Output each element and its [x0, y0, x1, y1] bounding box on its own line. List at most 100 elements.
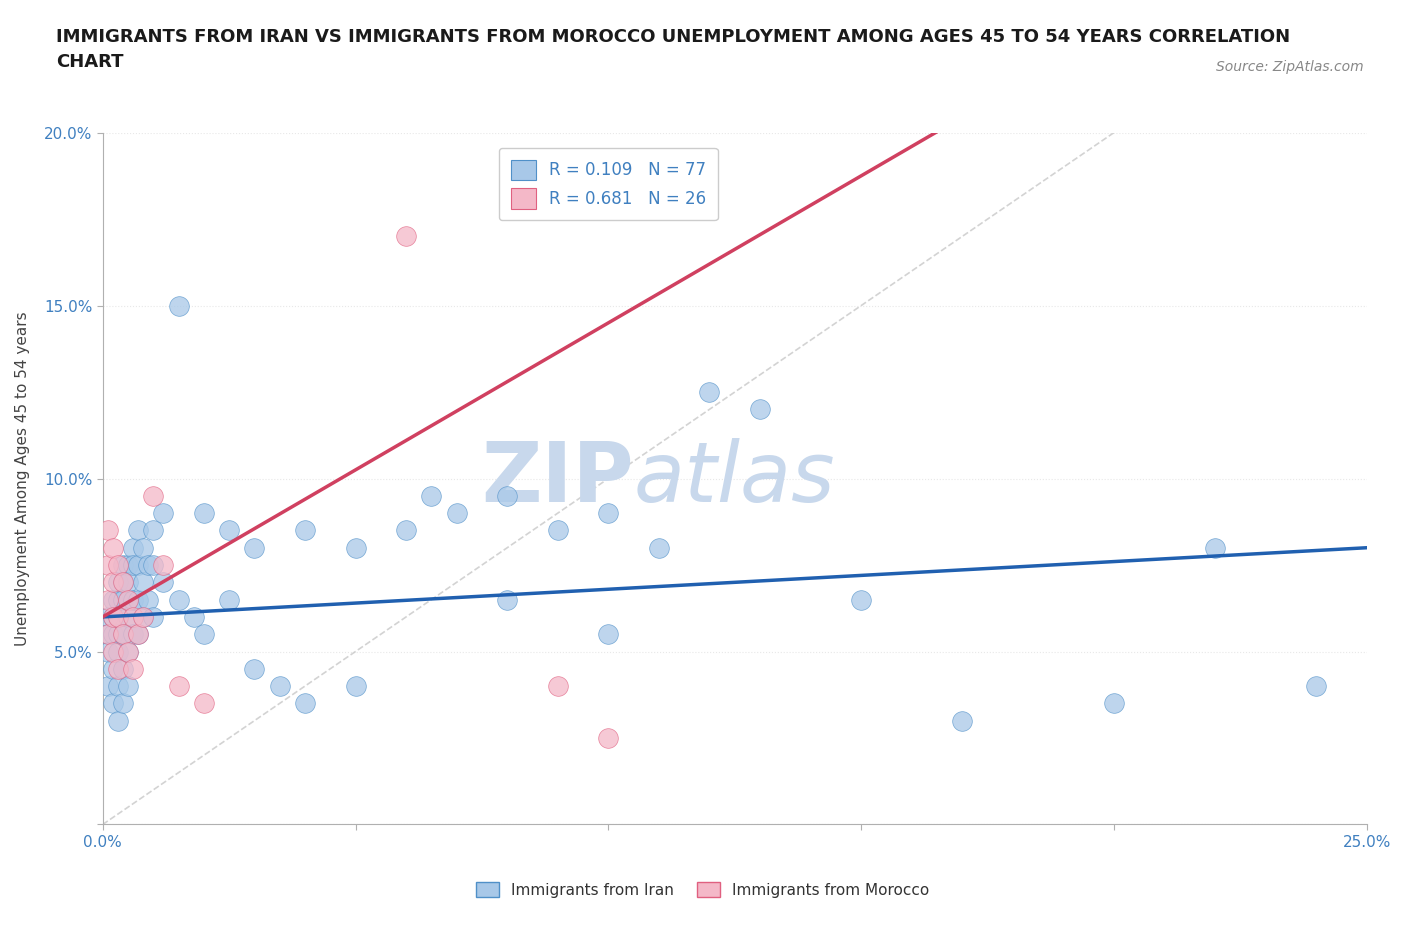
Point: [167, 679, 190, 694]
Point: [193, 696, 215, 711]
Point: [395, 229, 418, 244]
Point: [101, 644, 124, 659]
Point: [218, 523, 240, 538]
Point: [97, 627, 120, 642]
Point: [107, 679, 129, 694]
Point: [152, 575, 174, 590]
Point: [117, 609, 139, 624]
Point: [127, 592, 149, 607]
Point: [420, 488, 443, 503]
Point: [132, 609, 155, 624]
Point: [547, 523, 569, 538]
Point: [127, 627, 149, 642]
Point: [496, 592, 519, 607]
Legend: Immigrants from Iran, Immigrants from Morocco: Immigrants from Iran, Immigrants from Mo…: [470, 875, 936, 904]
Point: [167, 299, 190, 313]
Point: [117, 575, 139, 590]
Point: [1305, 679, 1327, 694]
Point: [101, 661, 124, 676]
Point: [122, 661, 145, 676]
Point: [101, 609, 124, 624]
Point: [132, 609, 155, 624]
Point: [101, 592, 124, 607]
Point: [107, 661, 129, 676]
Point: [218, 592, 240, 607]
Point: [193, 627, 215, 642]
Point: [111, 575, 134, 590]
Point: [107, 713, 129, 728]
Point: [243, 661, 266, 676]
Point: [117, 644, 139, 659]
Legend: R = 0.109   N = 77, R = 0.681   N = 26: R = 0.109 N = 77, R = 0.681 N = 26: [499, 148, 717, 220]
Point: [107, 558, 129, 573]
Point: [101, 540, 124, 555]
Point: [127, 523, 149, 538]
Point: [395, 523, 418, 538]
Point: [699, 385, 721, 400]
Point: [243, 540, 266, 555]
Point: [97, 592, 120, 607]
Point: [111, 575, 134, 590]
Point: [107, 627, 129, 642]
Point: [111, 661, 134, 676]
Point: [127, 627, 149, 642]
Point: [344, 540, 367, 555]
Point: [117, 592, 139, 607]
Point: [107, 644, 129, 659]
Point: [97, 523, 120, 538]
Point: [101, 609, 124, 624]
Point: [111, 696, 134, 711]
Point: [598, 627, 620, 642]
Point: [127, 558, 149, 573]
Point: [446, 506, 468, 521]
Point: [648, 540, 671, 555]
Point: [142, 558, 165, 573]
Point: [101, 575, 124, 590]
Point: [111, 558, 134, 573]
Point: [849, 592, 872, 607]
Point: [117, 644, 139, 659]
Point: [142, 488, 165, 503]
Point: [598, 506, 620, 521]
Point: [107, 609, 129, 624]
Point: [97, 679, 120, 694]
Point: [117, 679, 139, 694]
Point: [132, 575, 155, 590]
Point: [496, 488, 519, 503]
Point: [122, 627, 145, 642]
Point: [107, 609, 129, 624]
Text: Source: ZipAtlas.com: Source: ZipAtlas.com: [1216, 60, 1364, 74]
Point: [152, 558, 174, 573]
Point: [136, 592, 159, 607]
Point: [136, 558, 159, 573]
Point: [122, 558, 145, 573]
Point: [598, 731, 620, 746]
Point: [122, 540, 145, 555]
Text: IMMIGRANTS FROM IRAN VS IMMIGRANTS FROM MOROCCO UNEMPLOYMENT AMONG AGES 45 TO 54: IMMIGRANTS FROM IRAN VS IMMIGRANTS FROM …: [56, 28, 1291, 71]
Point: [111, 592, 134, 607]
Point: [294, 696, 316, 711]
Point: [111, 627, 134, 642]
Point: [193, 506, 215, 521]
Point: [101, 627, 124, 642]
Point: [97, 558, 120, 573]
Point: [749, 402, 772, 417]
Point: [142, 523, 165, 538]
Text: atlas: atlas: [634, 438, 835, 519]
Point: [142, 609, 165, 624]
Point: [167, 592, 190, 607]
Point: [950, 713, 973, 728]
Point: [547, 679, 569, 694]
Point: [183, 609, 205, 624]
Point: [117, 558, 139, 573]
Point: [1204, 540, 1226, 555]
Point: [132, 540, 155, 555]
Text: ZIP: ZIP: [481, 438, 634, 519]
Point: [152, 506, 174, 521]
Y-axis label: Unemployment Among Ages 45 to 54 years: Unemployment Among Ages 45 to 54 years: [15, 312, 30, 645]
Point: [101, 696, 124, 711]
Point: [122, 609, 145, 624]
Point: [344, 679, 367, 694]
Point: [97, 644, 120, 659]
Point: [1102, 696, 1125, 711]
